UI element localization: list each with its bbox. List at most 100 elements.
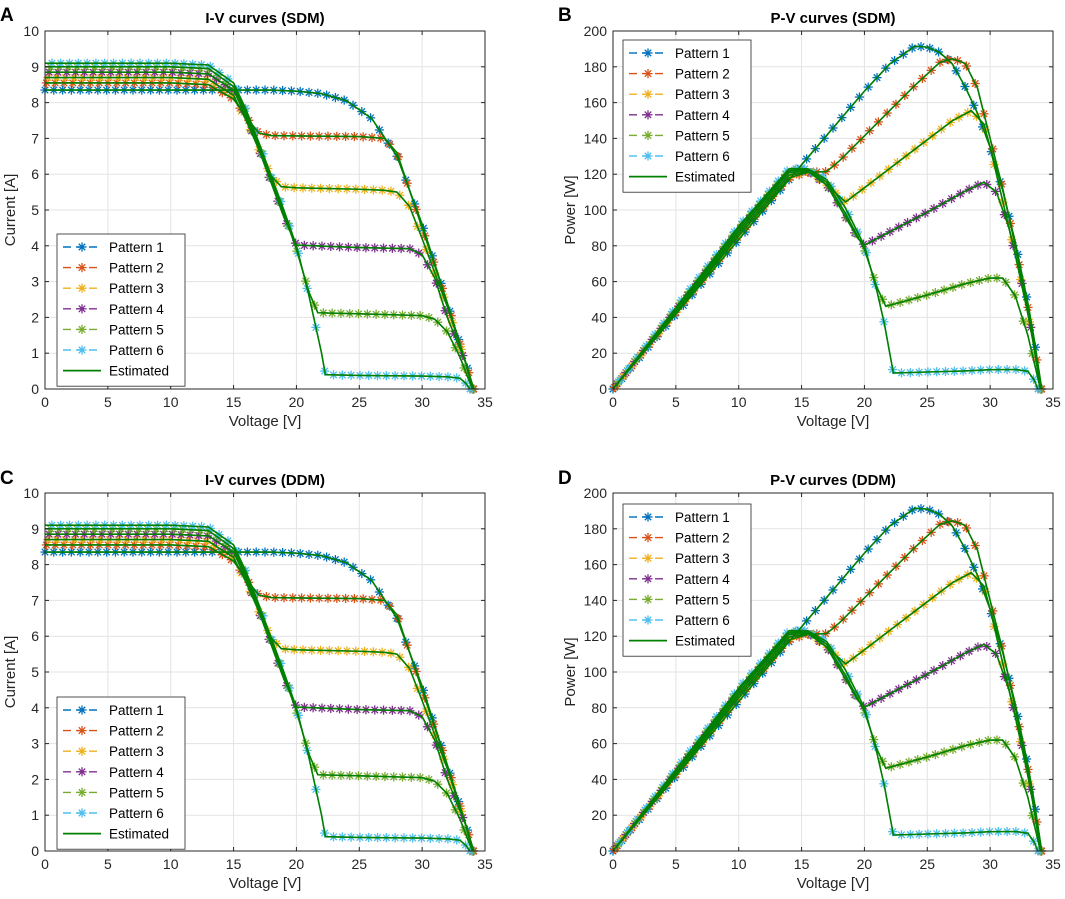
estimated-line <box>45 62 471 390</box>
legend-marker <box>77 787 87 797</box>
x-tick-label: 30 <box>414 856 430 872</box>
legend-marker <box>77 345 87 355</box>
legend-item: Pattern 3 <box>629 87 730 102</box>
estimated-line <box>45 71 474 390</box>
legend-label: Pattern 2 <box>675 531 730 546</box>
estimated-line <box>612 168 1042 390</box>
legend-box <box>56 233 186 387</box>
legend-marker <box>77 726 87 736</box>
legend-label: Pattern 1 <box>109 240 164 255</box>
legend-label: Pattern 1 <box>109 703 164 718</box>
data-layer <box>40 58 479 394</box>
estimated-line <box>45 82 475 390</box>
legend: Pattern 1 Pattern 2 Pattern 3 Pattern 4 Patt… <box>56 696 186 850</box>
legend-marker <box>77 324 87 334</box>
legend-item: Pattern 6 <box>63 806 164 821</box>
estimated-line <box>45 544 475 852</box>
x-tick-label: 25 <box>919 394 935 410</box>
y-tick-label: 120 <box>584 166 608 182</box>
x-tick-label: 10 <box>163 394 179 410</box>
x-tick-label: 25 <box>351 394 367 410</box>
x-tick-label: 20 <box>857 856 873 872</box>
estimated-line <box>45 527 474 852</box>
panel-label: B <box>558 5 572 26</box>
legend-label: Estimated <box>109 364 169 379</box>
y-tick-label: 120 <box>584 628 608 644</box>
y-tick-label: 80 <box>591 700 607 716</box>
y-tick-label: 2 <box>31 309 39 325</box>
legend-marker <box>77 304 87 314</box>
chart-title: P-V curves (SDM) <box>770 10 895 27</box>
x-tick-label: 5 <box>672 394 680 410</box>
x-axis-label: Voltage [V] <box>229 413 302 430</box>
legend-marker <box>643 89 653 99</box>
y-tick-label: 9 <box>31 59 39 75</box>
legend-label: Pattern 4 <box>109 765 164 780</box>
chart-panel-c: 0 5 10 15 20 25 30 35 0 1 2 3 4 5 6 7 8 9 10 I-V curves (DD… <box>0 468 493 892</box>
y-tick-label: 140 <box>584 130 608 146</box>
legend-item: Pattern 5 <box>629 592 730 607</box>
x-tick-label: 30 <box>982 394 998 410</box>
series-estimated <box>612 507 1043 852</box>
estimated-line <box>45 66 474 390</box>
y-tick-label: 7 <box>31 130 39 146</box>
legend-marker <box>77 767 87 777</box>
y-tick-label: 160 <box>584 557 608 573</box>
y-tick-label: 7 <box>31 592 39 608</box>
y-tick-label: 20 <box>591 345 607 361</box>
y-axis-label: Current [A] <box>2 174 19 247</box>
legend-label: Pattern 4 <box>675 572 730 587</box>
y-tick-label: 200 <box>584 485 608 501</box>
y-tick-label: 100 <box>584 202 608 218</box>
y-tick-label: 5 <box>31 202 39 218</box>
x-axis-label: Voltage [V] <box>797 413 870 430</box>
y-tick-label: 6 <box>31 628 39 644</box>
y-tick-label: 40 <box>591 771 607 787</box>
x-tick-label: 5 <box>672 856 680 872</box>
y-tick-label: 0 <box>599 843 607 859</box>
legend: Pattern 1 Pattern 2 Pattern 3 Pattern 4 Patt… <box>622 503 752 657</box>
x-tick-label: 25 <box>351 856 367 872</box>
estimated-line <box>612 57 1043 390</box>
legend-label: Pattern 6 <box>675 613 730 628</box>
y-tick-label: 6 <box>31 166 39 182</box>
legend-marker <box>643 533 653 543</box>
legend-box <box>622 39 752 193</box>
legend-item: Pattern 6 <box>63 343 164 358</box>
estimated-line <box>612 630 1039 852</box>
legend-item: Estimated <box>63 827 169 842</box>
legend-item: Pattern 4 <box>629 108 730 123</box>
y-tick-label: 160 <box>584 95 608 111</box>
legend-item: Pattern 2 <box>629 531 730 546</box>
legend-label: Pattern 3 <box>675 551 730 566</box>
x-tick-label: 5 <box>104 856 112 872</box>
legend-marker <box>643 574 653 584</box>
y-tick-label: 9 <box>31 521 39 537</box>
y-tick-label: 60 <box>591 274 607 290</box>
y-tick-label: 1 <box>31 345 39 361</box>
legend-item: Pattern 2 <box>629 67 730 82</box>
legend-item: Estimated <box>629 170 735 185</box>
legend-item: Pattern 1 <box>629 46 730 61</box>
panel-label: D <box>558 468 572 489</box>
legend-item: Pattern 4 <box>629 572 730 587</box>
legend-label: Pattern 1 <box>675 46 730 61</box>
legend-item: Estimated <box>629 634 735 649</box>
legend-label: Pattern 2 <box>109 261 164 276</box>
y-tick-label: 8 <box>31 95 39 111</box>
legend-label: Pattern 4 <box>675 108 730 123</box>
estimated-line <box>612 519 1043 852</box>
legend-label: Estimated <box>109 827 169 842</box>
x-tick-label: 25 <box>919 856 935 872</box>
legend-label: Pattern 3 <box>109 744 164 759</box>
y-tick-label: 4 <box>31 238 39 254</box>
y-tick-label: 100 <box>584 664 608 680</box>
x-tick-label: 10 <box>731 856 747 872</box>
x-tick-label: 30 <box>982 856 998 872</box>
legend-marker <box>643 48 653 58</box>
series-estimated <box>45 524 475 852</box>
legend-item: Pattern 1 <box>63 240 164 255</box>
data-layer <box>40 520 479 856</box>
x-tick-label: 15 <box>226 394 242 410</box>
legend-label: Pattern 5 <box>675 128 730 143</box>
